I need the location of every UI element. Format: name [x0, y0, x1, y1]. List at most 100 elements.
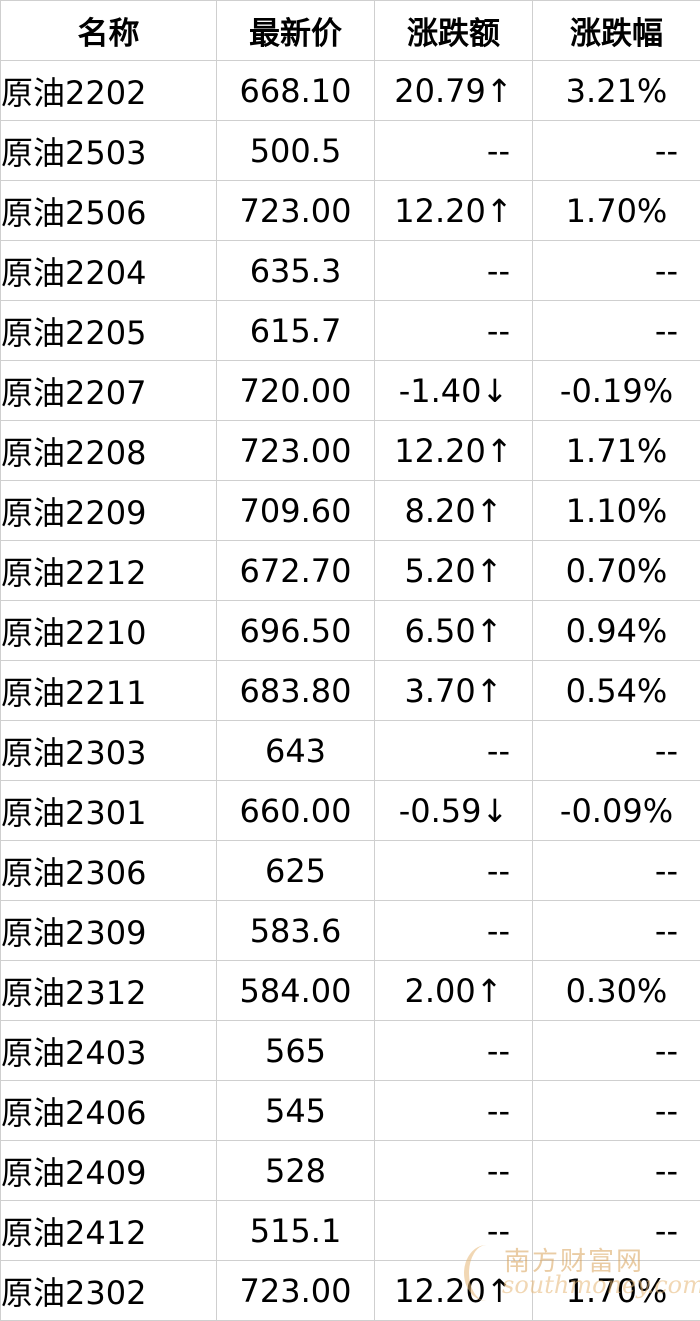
change-percent-cell: --	[533, 1201, 700, 1261]
change-percent-cell: 0.54%	[533, 661, 700, 721]
change-percent-cell: -0.19%	[533, 361, 700, 421]
latest-price-cell: 720.00	[217, 361, 375, 421]
contract-name-cell: 原油2209	[1, 481, 217, 541]
change-amount-cell: 20.79↑	[375, 61, 533, 121]
change-amount-cell: 12.20↑	[375, 181, 533, 241]
change-percent-cell: --	[533, 841, 700, 901]
change-percent-cell: 1.70%	[533, 1261, 700, 1321]
change-amount-cell: -0.59↓	[375, 781, 533, 841]
latest-price-cell: 635.3	[217, 241, 375, 301]
change-amount-cell: 8.20↑	[375, 481, 533, 541]
change-percent-cell: --	[533, 301, 700, 361]
contract-name-cell: 原油2412	[1, 1201, 217, 1261]
change-percent-cell: --	[533, 1141, 700, 1201]
header-price: 最新价	[217, 1, 375, 61]
latest-price-cell: 584.00	[217, 961, 375, 1021]
latest-price-cell: 660.00	[217, 781, 375, 841]
contract-name-cell: 原油2303	[1, 721, 217, 781]
change-amount-cell: --	[375, 1021, 533, 1081]
latest-price-cell: 709.60	[217, 481, 375, 541]
change-percent-cell: 1.71%	[533, 421, 700, 481]
contract-name-cell: 原油2211	[1, 661, 217, 721]
latest-price-cell: 696.50	[217, 601, 375, 661]
latest-price-cell: 625	[217, 841, 375, 901]
latest-price-cell: 545	[217, 1081, 375, 1141]
change-percent-cell: 3.21%	[533, 61, 700, 121]
change-amount-cell: --	[375, 841, 533, 901]
header-name: 名称	[1, 1, 217, 61]
change-percent-cell: --	[533, 121, 700, 181]
change-percent-cell: --	[533, 901, 700, 961]
latest-price-cell: 615.7	[217, 301, 375, 361]
contract-name-cell: 原油2208	[1, 421, 217, 481]
change-amount-cell: --	[375, 301, 533, 361]
change-percent-cell: -0.09%	[533, 781, 700, 841]
change-percent-cell: 0.30%	[533, 961, 700, 1021]
contract-name-cell: 原油2210	[1, 601, 217, 661]
change-amount-cell: --	[375, 241, 533, 301]
header-change: 涨跌额	[375, 1, 533, 61]
contract-name-cell: 原油2503	[1, 121, 217, 181]
contract-name-cell: 原油2301	[1, 781, 217, 841]
change-percent-cell: --	[533, 721, 700, 781]
change-percent-cell: --	[533, 1021, 700, 1081]
contract-name-cell: 原油2212	[1, 541, 217, 601]
change-amount-cell: --	[375, 1141, 533, 1201]
latest-price-cell: 500.5	[217, 121, 375, 181]
contract-name-cell: 原油2312	[1, 961, 217, 1021]
change-percent-cell: 1.70%	[533, 181, 700, 241]
change-amount-cell: --	[375, 721, 533, 781]
contract-name-cell: 原油2205	[1, 301, 217, 361]
change-amount-cell: --	[375, 1081, 533, 1141]
latest-price-cell: 528	[217, 1141, 375, 1201]
contract-name-cell: 原油2409	[1, 1141, 217, 1201]
latest-price-cell: 723.00	[217, 181, 375, 241]
contract-name-cell: 原油2309	[1, 901, 217, 961]
contract-name-cell: 原油2302	[1, 1261, 217, 1321]
contract-name-cell: 原油2306	[1, 841, 217, 901]
latest-price-cell: 668.10	[217, 61, 375, 121]
header-pct: 涨跌幅	[533, 1, 700, 61]
change-percent-cell: --	[533, 241, 700, 301]
change-percent-cell: 0.70%	[533, 541, 700, 601]
change-amount-cell: 5.20↑	[375, 541, 533, 601]
contract-name-cell: 原油2506	[1, 181, 217, 241]
change-amount-cell: 3.70↑	[375, 661, 533, 721]
change-percent-cell: 0.94%	[533, 601, 700, 661]
latest-price-cell: 723.00	[217, 421, 375, 481]
latest-price-cell: 672.70	[217, 541, 375, 601]
change-amount-cell: 12.20↑	[375, 1261, 533, 1321]
change-amount-cell: --	[375, 121, 533, 181]
change-percent-cell: 1.10%	[533, 481, 700, 541]
change-amount-cell: --	[375, 901, 533, 961]
change-amount-cell: --	[375, 1201, 533, 1261]
contract-name-cell: 原油2204	[1, 241, 217, 301]
table-header-row: 名称 最新价 涨跌额 涨跌幅	[1, 1, 700, 61]
change-amount-cell: 6.50↑	[375, 601, 533, 661]
contract-name-cell: 原油2207	[1, 361, 217, 421]
change-amount-cell: 12.20↑	[375, 421, 533, 481]
contract-name-cell: 原油2202	[1, 61, 217, 121]
